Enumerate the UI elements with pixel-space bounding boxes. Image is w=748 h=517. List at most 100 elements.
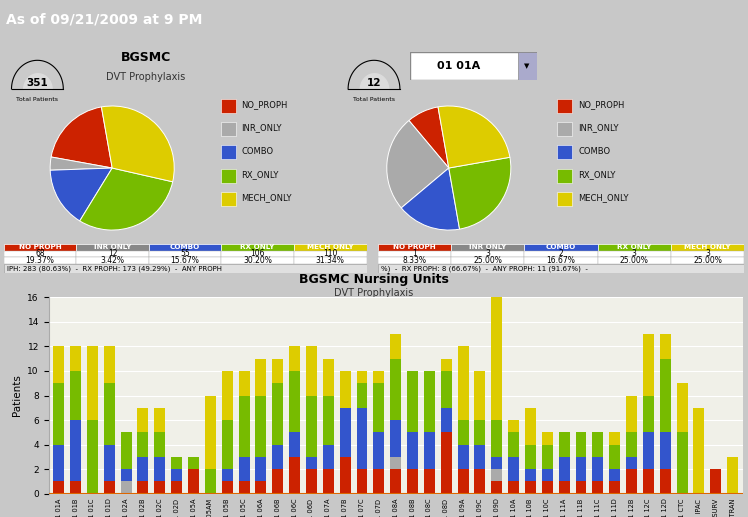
Text: RX ONLY: RX ONLY (617, 244, 652, 250)
Bar (451, 244, 524, 251)
Bar (104, 481, 114, 494)
Bar (373, 469, 384, 494)
Bar (626, 469, 637, 494)
Bar (378, 244, 451, 251)
Bar (671, 251, 744, 257)
Bar (272, 445, 283, 469)
Bar (378, 251, 451, 257)
Text: Total Patients: Total Patients (353, 97, 395, 102)
Bar (660, 469, 671, 494)
Text: 68: 68 (35, 249, 45, 258)
Text: 12: 12 (367, 78, 381, 88)
Text: BGSMC Nursing Units: BGSMC Nursing Units (299, 273, 449, 286)
Bar (575, 432, 586, 457)
Bar (542, 445, 553, 469)
Bar (390, 457, 401, 469)
Bar (491, 297, 502, 420)
Bar (598, 244, 671, 251)
Bar (221, 122, 236, 136)
Wedge shape (438, 106, 510, 168)
Bar (671, 257, 744, 264)
Text: 19.37%: 19.37% (25, 256, 55, 265)
Bar (525, 469, 536, 481)
Text: As of 09/21/2009 at 9 PM: As of 09/21/2009 at 9 PM (6, 12, 203, 26)
Wedge shape (50, 157, 112, 170)
Bar (451, 251, 524, 257)
Bar (677, 432, 687, 494)
Text: 106: 106 (251, 249, 265, 258)
Text: 3.42%: 3.42% (100, 256, 125, 265)
Bar (138, 457, 148, 481)
Bar (53, 481, 64, 494)
Text: IPH: 283 (80.63%)  -  RX PROPH: 173 (49.29%)  -  ANY PROPH: IPH: 283 (80.63%) - RX PROPH: 173 (49.29… (7, 265, 222, 271)
Bar (671, 244, 744, 251)
Text: COMBO: COMBO (546, 244, 576, 250)
Text: MECH ONLY: MECH ONLY (307, 244, 354, 250)
Bar (221, 420, 233, 469)
Bar (609, 445, 620, 469)
Bar (255, 481, 266, 494)
Text: BGSMC: BGSMC (120, 51, 171, 64)
Bar (138, 408, 148, 432)
Wedge shape (51, 107, 112, 168)
Text: NO_PROPH: NO_PROPH (242, 100, 288, 109)
Bar (626, 396, 637, 432)
Bar (609, 432, 620, 445)
Text: 25.00%: 25.00% (693, 256, 722, 265)
Bar (660, 334, 671, 359)
Bar (508, 481, 519, 494)
Bar (518, 52, 537, 80)
Text: ▼: ▼ (524, 63, 530, 69)
Bar (70, 346, 81, 371)
Bar (154, 432, 165, 457)
Text: INR ONLY: INR ONLY (94, 244, 131, 250)
Text: 3: 3 (632, 249, 637, 258)
Bar (407, 371, 418, 432)
Bar (711, 469, 721, 494)
Bar (407, 469, 418, 494)
Bar (542, 432, 553, 445)
Bar (272, 383, 283, 445)
Bar (378, 257, 451, 264)
Bar (407, 432, 418, 469)
Bar (340, 457, 351, 494)
Bar (474, 445, 485, 469)
Text: 25.00%: 25.00% (473, 256, 502, 265)
Y-axis label: Patients: Patients (12, 375, 22, 416)
Bar (149, 257, 221, 264)
Bar (491, 469, 502, 481)
Text: 351: 351 (26, 78, 49, 88)
Bar (424, 469, 435, 494)
Bar (559, 481, 570, 494)
Bar (289, 432, 300, 457)
Bar (340, 408, 351, 457)
Bar (87, 346, 98, 420)
Bar (693, 408, 705, 494)
Bar (524, 257, 598, 264)
Bar (643, 334, 654, 396)
Bar (221, 145, 236, 159)
Bar (609, 469, 620, 481)
Bar (104, 383, 114, 445)
Bar (272, 469, 283, 494)
Wedge shape (80, 168, 173, 230)
Bar (323, 396, 334, 445)
Text: DVT Prophylaxis: DVT Prophylaxis (334, 288, 414, 298)
Bar (221, 99, 236, 113)
Text: RX_ONLY: RX_ONLY (578, 170, 616, 179)
Bar (557, 169, 572, 183)
Bar (104, 445, 114, 481)
Text: 25.00%: 25.00% (620, 256, 649, 265)
Bar (451, 257, 524, 264)
Bar (221, 169, 236, 183)
Bar (508, 432, 519, 457)
Bar (373, 383, 384, 432)
Bar (239, 371, 250, 396)
Bar (390, 359, 401, 420)
Bar (557, 99, 572, 113)
Bar (138, 432, 148, 457)
Text: MECH_ONLY: MECH_ONLY (578, 193, 628, 202)
Bar (458, 469, 468, 494)
Bar (138, 481, 148, 494)
Bar (592, 457, 604, 481)
